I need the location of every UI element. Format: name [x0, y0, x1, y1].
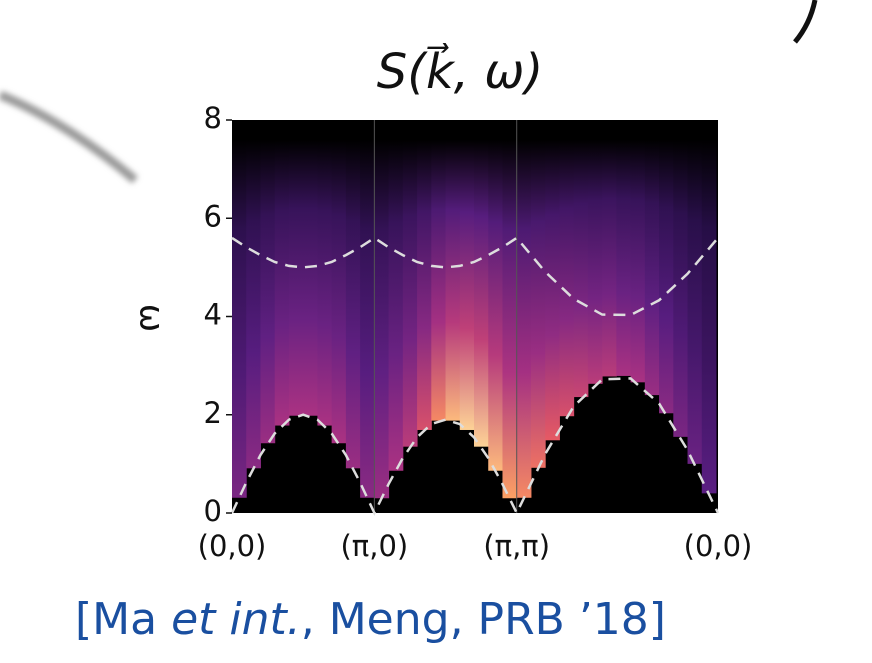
caption-part: [Ma	[75, 594, 171, 645]
y-tick-label: 6	[204, 199, 222, 233]
x-tick-label: (0,0)	[684, 529, 753, 563]
heat-column	[374, 139, 390, 499]
heat-column	[516, 139, 532, 498]
heat-column	[602, 139, 617, 377]
cut-glyph	[793, 0, 818, 44]
y-tick-label: 2	[204, 396, 222, 430]
heat-column	[587, 139, 603, 384]
heat-column	[445, 139, 461, 421]
heat-column	[573, 139, 589, 398]
heat-column	[459, 139, 475, 430]
x-tick-label: (π,π)	[483, 529, 550, 563]
heat-column	[303, 139, 318, 416]
dispersion-line	[231, 236, 719, 317]
caption-part: et int.	[171, 594, 301, 645]
y-axis-label: ω	[132, 304, 172, 332]
heat-column	[474, 139, 489, 447]
heat-column	[488, 139, 503, 471]
heat-column	[502, 139, 518, 499]
plot	[230, 120, 720, 516]
caption-part: , Meng, PRB ’18]	[301, 594, 666, 645]
decorative-stroke	[0, 90, 138, 184]
heat-column	[530, 139, 546, 468]
heat-column	[274, 139, 290, 426]
heat-column	[388, 139, 404, 471]
heat-column	[545, 139, 560, 441]
chart-title: S(k⃗, ω)	[377, 42, 543, 100]
heat-column	[673, 139, 689, 437]
heat-column	[644, 139, 660, 396]
heat-column	[701, 139, 717, 494]
heat-column	[260, 139, 276, 444]
heat-column	[659, 139, 674, 414]
dispersion-line	[230, 377, 720, 516]
y-tick-label: 8	[204, 101, 222, 135]
heat-column	[360, 139, 375, 498]
heat-column	[331, 139, 347, 444]
heat-column	[630, 139, 646, 383]
heat-column	[431, 139, 447, 421]
x-tick-label: (π,0)	[340, 529, 408, 563]
heat-column	[402, 139, 418, 447]
x-tick-label: (0,0)	[198, 529, 267, 563]
heat-column	[687, 139, 703, 464]
heat-column	[317, 139, 333, 426]
y-tick-label: 4	[204, 298, 222, 332]
heat-column	[288, 139, 304, 416]
heat-column	[345, 139, 361, 469]
caption: [Ma et int., Meng, PRB ’18]	[75, 594, 666, 645]
heat-column	[232, 139, 247, 498]
heat-column	[417, 139, 432, 430]
heat-column	[616, 139, 632, 376]
heat-column	[559, 139, 575, 417]
heat-column	[246, 139, 261, 469]
y-tick-label: 0	[204, 494, 222, 528]
